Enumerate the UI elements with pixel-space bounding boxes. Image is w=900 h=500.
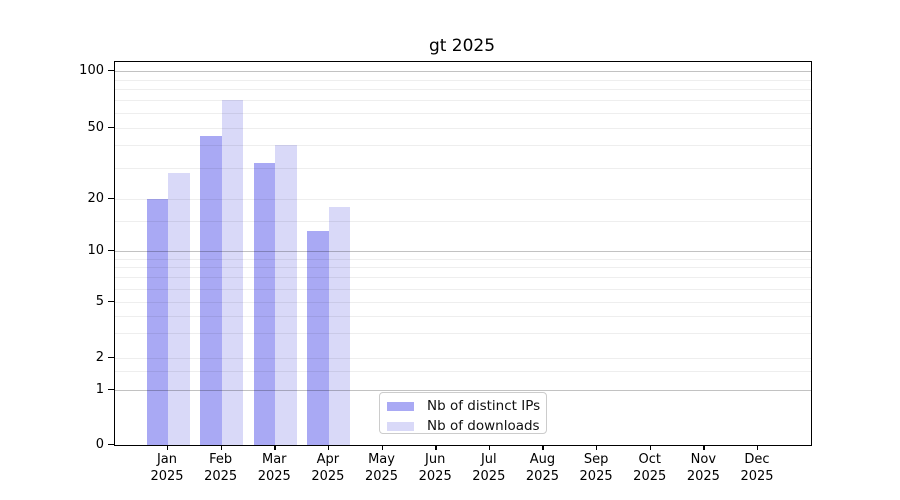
- gridline-y-6: [115, 288, 811, 290]
- legend-item-downloads: Nb of downloads: [387, 418, 540, 434]
- x-tick-year-feb: 2025: [204, 469, 238, 484]
- x-tick-year-jan: 2025: [150, 469, 184, 484]
- x-tick-label-mar: Mar 2025: [244, 451, 304, 485]
- y-tick-mark-0: [108, 444, 114, 446]
- gridline-y-1: [115, 390, 811, 391]
- x-tick-year-may: 2025: [364, 469, 399, 484]
- x-tick-mark-jan: [167, 445, 169, 450]
- gridline-y-8: [115, 267, 811, 269]
- x-tick-year-oct: 2025: [633, 469, 667, 484]
- x-tick-mark-jun: [435, 445, 437, 450]
- gridline-y-70: [115, 100, 811, 102]
- y-tick-label-10: 10: [87, 242, 104, 258]
- gridline-y-20: [115, 199, 811, 200]
- x-tick-mark-oct: [649, 445, 652, 450]
- x-tick-year-jun: 2025: [418, 469, 452, 484]
- plot-area: Nb of distinct IPs Nb of downloads: [114, 61, 812, 446]
- legend-item-distinct-ips: Nb of distinct IPs: [387, 398, 541, 414]
- x-tick-mark-apr: [327, 445, 330, 450]
- gridline-y-9: [115, 258, 811, 260]
- gridline-y-15: [115, 220, 811, 222]
- x-tick-year-nov: 2025: [686, 469, 720, 484]
- x-tick-year-apr: 2025: [311, 469, 345, 484]
- gridline-y-1.5: [115, 371, 811, 373]
- x-tick-mark-sep: [596, 445, 598, 450]
- y-tick-mark-2: [108, 357, 114, 359]
- gridline-y-90: [115, 79, 811, 81]
- gridline-y-4: [115, 315, 811, 317]
- x-tick-label-jul: Jul 2025: [459, 451, 519, 485]
- x-tick-label-nov: Nov 2025: [673, 451, 733, 485]
- y-tick-mark-20: [108, 198, 114, 200]
- x-tick-label-apr: Apr 2025: [298, 451, 358, 485]
- y-tick-label-2: 2: [95, 349, 104, 365]
- gridline-y-5: [115, 302, 811, 303]
- legend-label-downloads: Nb of downloads: [427, 418, 540, 434]
- y-tick-label-1: 1: [95, 381, 104, 397]
- x-tick-year-dec: 2025: [740, 469, 774, 484]
- y-tick-mark-5: [108, 301, 114, 303]
- y-tick-label-0: 0: [95, 436, 104, 452]
- y-tick-label-100: 100: [79, 62, 104, 78]
- gridline-y-3: [115, 333, 811, 335]
- x-tick-mark-mar: [274, 445, 276, 450]
- x-tick-mark-jul: [488, 445, 491, 450]
- x-tick-label-jun: Jun 2025: [405, 451, 465, 485]
- bar-jan-downloads: [168, 172, 190, 445]
- legend-swatch-distinct-ips: [387, 401, 414, 411]
- x-tick-label-aug: Aug 2025: [512, 451, 572, 485]
- x-tick-label-may: May 2025: [352, 451, 412, 485]
- x-tick-label-dec: Dec 2025: [727, 451, 787, 485]
- bar-mar-distinct-ips: [253, 162, 276, 445]
- y-tick-mark-50: [108, 127, 114, 129]
- gridline-y-60: [115, 113, 811, 114]
- x-tick-year-jul: 2025: [472, 469, 506, 484]
- gridline-y-50: [115, 128, 811, 129]
- bar-apr-downloads: [328, 206, 351, 445]
- x-tick-label-oct: Oct 2025: [620, 451, 680, 485]
- bar-feb-distinct-ips: [200, 136, 222, 445]
- gridline-y-30: [115, 167, 811, 169]
- legend-swatch-downloads: [387, 421, 414, 431]
- y-tick-mark-10: [108, 250, 114, 252]
- gridline-y-100: [115, 71, 811, 72]
- x-tick-mark-may: [381, 445, 383, 450]
- legend: Nb of distinct IPs Nb of downloads: [379, 392, 547, 434]
- x-tick-mark-feb: [220, 445, 223, 450]
- x-tick-year-mar: 2025: [257, 469, 291, 484]
- bar-mar-downloads: [275, 145, 297, 445]
- x-tick-year-aug: 2025: [525, 469, 559, 484]
- legend-label-distinct-ips: Nb of distinct IPs: [427, 398, 541, 414]
- bar-feb-downloads: [221, 100, 244, 445]
- gridline-y-40: [115, 145, 811, 147]
- gridline-y-7: [115, 277, 811, 279]
- bar-jan-distinct-ips: [146, 199, 168, 445]
- x-tick-year-sep: 2025: [579, 469, 613, 484]
- y-tick-label-20: 20: [87, 190, 104, 206]
- chart-title: gt 2025: [428, 36, 496, 56]
- y-tick-mark-100: [108, 70, 114, 72]
- x-tick-label-jan: Jan 2025: [137, 451, 197, 485]
- gridline-y-10: [115, 251, 811, 252]
- y-tick-label-5: 5: [95, 293, 104, 309]
- x-tick-label-sep: Sep 2025: [566, 451, 626, 485]
- x-tick-label-feb: Feb 2025: [191, 451, 251, 485]
- y-tick-mark-1: [108, 389, 114, 391]
- y-tick-label-50: 50: [87, 119, 104, 135]
- x-tick-mark-aug: [542, 445, 544, 450]
- gridline-y-2: [115, 358, 811, 359]
- bar-apr-distinct-ips: [307, 231, 329, 445]
- gridline-y-80: [115, 89, 811, 91]
- x-tick-mark-dec: [757, 445, 759, 450]
- x-tick-mark-nov: [703, 445, 705, 450]
